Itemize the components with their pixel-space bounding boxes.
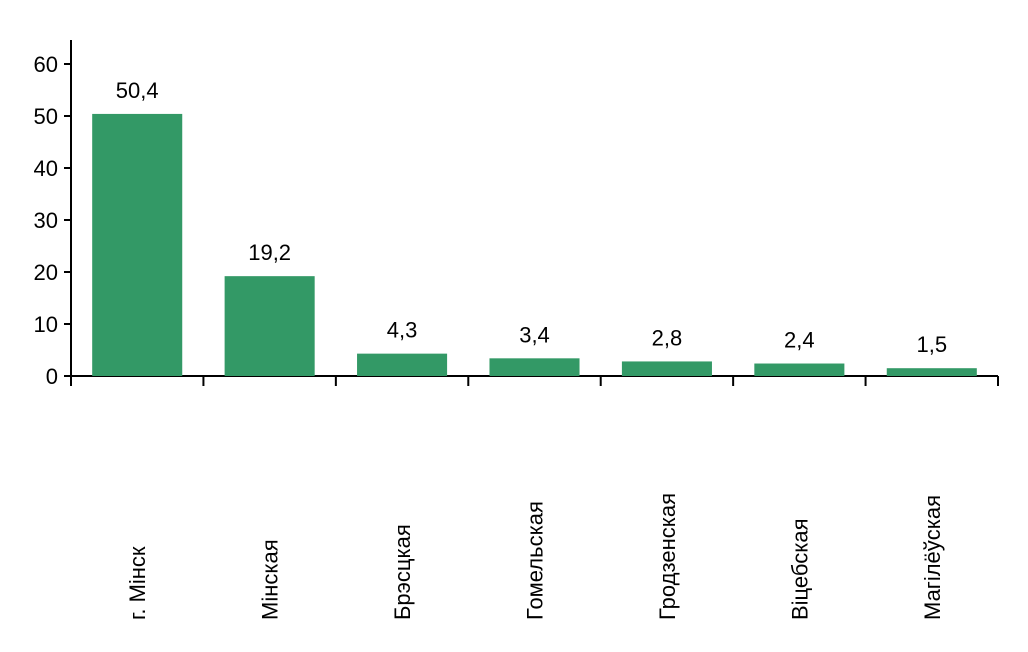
data-label: 19,2 (248, 240, 291, 265)
category-label: Віцебская (787, 518, 812, 620)
category-label: г. Мінск (125, 546, 150, 620)
category-label: Гродзенская (655, 493, 680, 620)
category-label: Магілёўская (920, 495, 945, 620)
y-tick-label: 50 (34, 104, 58, 129)
bar (224, 276, 315, 376)
data-label: 1,5 (916, 332, 947, 357)
category-labels: г. Мінск Мінская Брэсцкая Гомельская Гродзен… (125, 493, 945, 620)
bar (489, 358, 580, 376)
y-axis: 0 10 20 30 40 50 60 (34, 40, 72, 389)
data-label: 2,4 (784, 328, 815, 353)
y-tick-label: 0 (46, 364, 58, 389)
data-label: 3,4 (519, 322, 550, 347)
bar (621, 361, 712, 376)
data-labels: 50,4 19,2 4,3 3,4 2,8 2,4 1,5 (116, 78, 947, 357)
y-tick-label: 20 (34, 260, 58, 285)
data-label: 2,8 (652, 325, 683, 350)
data-label: 4,3 (387, 318, 418, 343)
bar (92, 113, 183, 377)
category-label: Брэсцкая (390, 524, 415, 620)
bars (92, 113, 977, 377)
bar (754, 363, 845, 376)
y-tick-label: 40 (34, 156, 58, 181)
bar (357, 353, 448, 376)
y-tick-label: 10 (34, 312, 58, 337)
bar (886, 368, 977, 376)
category-label: Мінская (258, 539, 283, 620)
x-axis (64, 375, 999, 386)
y-tick-label: 30 (34, 208, 58, 233)
data-label: 50,4 (116, 78, 159, 103)
category-label: Гомельская (523, 501, 548, 620)
y-tick-label: 60 (34, 52, 58, 77)
